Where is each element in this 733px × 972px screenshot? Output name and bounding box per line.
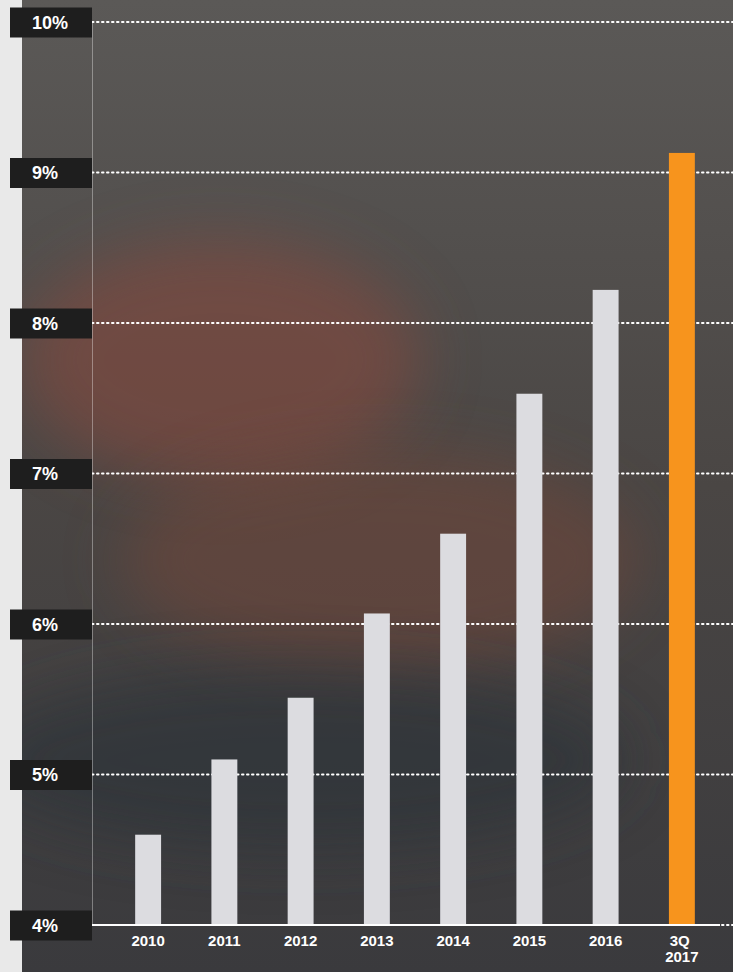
y-tick-label: 9%: [32, 163, 58, 183]
x-tick: 2011: [208, 925, 241, 949]
y-tick: 7%: [10, 459, 92, 489]
tick-label-box: [10, 8, 92, 38]
y-tick-label: 6%: [32, 615, 58, 635]
grid-line: [92, 21, 733, 23]
bar: [593, 290, 619, 925]
y-tick-label: 4%: [32, 916, 58, 936]
grid-line: [92, 623, 733, 625]
x-tick-label: 2012: [284, 932, 317, 949]
x-axis: 2010 2011 2012 2013 2014 2015 2016 3Q 2017: [92, 925, 720, 965]
x-tick: 2012: [284, 925, 317, 949]
y-tick-label: 8%: [32, 314, 58, 334]
bar: [669, 153, 695, 925]
x-tick: 3Q 2017: [665, 925, 698, 965]
y-tick-label: 10%: [32, 13, 68, 33]
bar: [135, 835, 161, 925]
x-tick-label: 2010: [131, 932, 164, 949]
grid-line: [92, 322, 733, 324]
tick-label-box: [10, 158, 92, 188]
tick-label-box: [10, 911, 92, 941]
y-tick: 5%: [10, 760, 92, 790]
y-tick: 9%: [10, 158, 92, 188]
bar: [516, 394, 542, 925]
x-tick-label: 2016: [589, 932, 622, 949]
x-tick: 2013: [360, 925, 393, 949]
grid-line: [92, 774, 733, 776]
y-tick: 10%: [10, 8, 92, 38]
bar: [364, 613, 390, 925]
background-photo-shape: [20, 240, 420, 480]
y-tick-label: 5%: [32, 765, 58, 785]
bar: [440, 534, 466, 925]
tick-label-box: [10, 309, 92, 339]
bars: [135, 153, 695, 925]
chart: 4%5%6%7%8%9%10%2010201120122013201420152…: [0, 0, 733, 972]
y-axis: 4% 5% 6% 7% 8% 9% 10%: [10, 8, 93, 941]
y-tick: 8%: [10, 309, 92, 339]
x-axis-line: [92, 924, 720, 926]
x-tick: 2014: [436, 925, 470, 949]
y-tick-label: 7%: [32, 464, 58, 484]
x-tick-label: 2014: [436, 932, 470, 949]
tick-label-box: [10, 610, 92, 640]
x-tick: 2010: [131, 925, 164, 949]
x-tick: 2016: [589, 925, 622, 949]
grid-line: [92, 172, 733, 174]
grid: [92, 22, 733, 925]
x-tick-label: 2011: [208, 932, 241, 949]
grid-line: [92, 473, 733, 475]
x-tick-label: 3Q 2017: [665, 932, 698, 966]
tick-label-box: [10, 459, 92, 489]
x-tick-label: 2015: [513, 932, 546, 949]
x-tick-label: 2013: [360, 932, 393, 949]
x-tick: 2015: [513, 925, 546, 949]
bar: [288, 698, 314, 925]
grid-line: [92, 924, 733, 926]
y-tick: 6%: [10, 610, 92, 640]
y-tick: 4%: [10, 911, 92, 941]
y-axis-line: [92, 23, 93, 926]
tick-label-box: [10, 760, 92, 790]
bar: [211, 759, 237, 925]
